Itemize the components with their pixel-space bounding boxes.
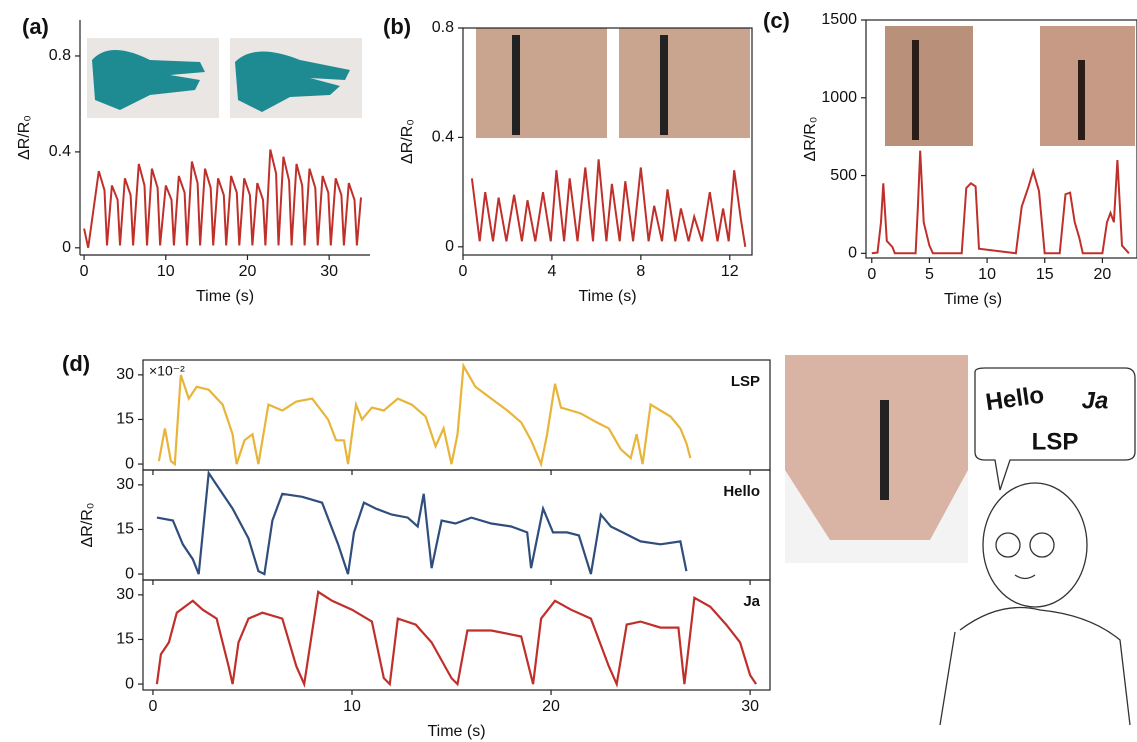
x-tick-label: 0 xyxy=(148,698,157,715)
y-tick-label: 1500 xyxy=(821,11,857,28)
sensor xyxy=(912,40,919,140)
speech-word: LSP xyxy=(1032,428,1079,455)
y-tick-label: 1000 xyxy=(821,89,857,106)
y-axis-title: ΔR/R₀ xyxy=(802,117,819,162)
x-axis-title: Time (s) xyxy=(944,291,1002,308)
x-tick-label: 30 xyxy=(741,698,759,715)
photo xyxy=(1040,26,1135,146)
glasses xyxy=(996,533,1020,557)
x-tick-label: 0 xyxy=(867,266,876,283)
glasses xyxy=(1030,533,1054,557)
y-tick-label: 0 xyxy=(125,455,134,472)
x-tick-label: 30 xyxy=(320,263,338,280)
y-tick-label: 0.4 xyxy=(49,143,71,160)
x-tick-label: 0 xyxy=(80,263,89,280)
data-line xyxy=(872,151,1129,254)
x-tick-label: 10 xyxy=(343,698,361,715)
x-axis-title: Time (s) xyxy=(427,723,485,740)
annotation: ×10⁻² xyxy=(149,363,185,379)
y-tick-label: 15 xyxy=(116,521,134,538)
y-tick-label: 30 xyxy=(116,476,134,493)
y-tick-label: 500 xyxy=(830,167,857,184)
data-line xyxy=(472,159,745,247)
x-tick-label: 4 xyxy=(547,263,556,280)
x-tick-label: 0 xyxy=(459,263,468,280)
photo xyxy=(476,28,607,138)
body xyxy=(940,608,1130,726)
x-axis-title: Time (s) xyxy=(578,288,636,305)
panel-label: (c) xyxy=(763,8,790,33)
plot-frame xyxy=(143,360,770,470)
data-line xyxy=(157,592,756,684)
y-tick-label: 0.8 xyxy=(432,19,454,36)
data-line xyxy=(157,473,687,574)
legend-label: LSP xyxy=(731,373,760,390)
plot-frame xyxy=(143,580,770,690)
head xyxy=(983,483,1087,607)
speech-word: Hello xyxy=(984,381,1046,416)
speech-word: Ja xyxy=(1082,387,1109,414)
y-tick-label: 15 xyxy=(116,411,134,428)
data-line xyxy=(84,150,361,248)
figure: 0 0.4 0.8 0 10 20 30 (a) Time (s) ΔR/R₀ 0 0.4 0.8 0 4 8… xyxy=(0,0,1137,742)
legend-label: Hello xyxy=(723,483,760,500)
y-tick-label: 0.8 xyxy=(49,47,71,64)
y-tick-label: 15 xyxy=(116,631,134,648)
x-tick-label: 20 xyxy=(1094,266,1112,283)
y-axis-title: ΔR/R₀ xyxy=(399,119,416,164)
x-tick-label: 5 xyxy=(925,266,934,283)
y-axis-title: ΔR/R₀ xyxy=(16,115,33,160)
x-tick-label: 8 xyxy=(636,263,645,280)
x-axis-title: Time (s) xyxy=(196,288,254,305)
sensor xyxy=(1078,60,1085,140)
photo xyxy=(885,26,973,146)
y-tick-label: 0 xyxy=(125,565,134,582)
x-tick-label: 20 xyxy=(239,263,257,280)
sensor xyxy=(660,35,668,135)
x-tick-label: 10 xyxy=(978,266,996,283)
y-tick-label: 30 xyxy=(116,366,134,383)
y-tick-label: 0 xyxy=(125,675,134,692)
y-tick-label: 0.4 xyxy=(432,129,454,146)
panel-label: (d) xyxy=(62,351,90,376)
data-line xyxy=(159,366,691,464)
sensor xyxy=(880,400,889,500)
y-axis-title: ΔR/R₀ xyxy=(79,503,96,548)
y-tick-label: 0 xyxy=(848,245,857,262)
sensor xyxy=(512,35,520,135)
x-tick-label: 10 xyxy=(157,263,175,280)
panel-label: (a) xyxy=(22,14,49,39)
panel-label: (b) xyxy=(383,14,411,39)
y-tick-label: 0 xyxy=(62,239,71,256)
x-tick-label: 12 xyxy=(721,263,739,280)
x-tick-label: 20 xyxy=(542,698,560,715)
illustration xyxy=(940,368,1135,725)
photo xyxy=(619,28,750,138)
y-tick-label: 30 xyxy=(116,586,134,603)
legend-label: Ja xyxy=(743,593,760,610)
y-tick-label: 0 xyxy=(445,238,454,255)
x-tick-label: 15 xyxy=(1036,266,1054,283)
mouth xyxy=(1015,575,1035,579)
plot-frame xyxy=(143,470,770,580)
